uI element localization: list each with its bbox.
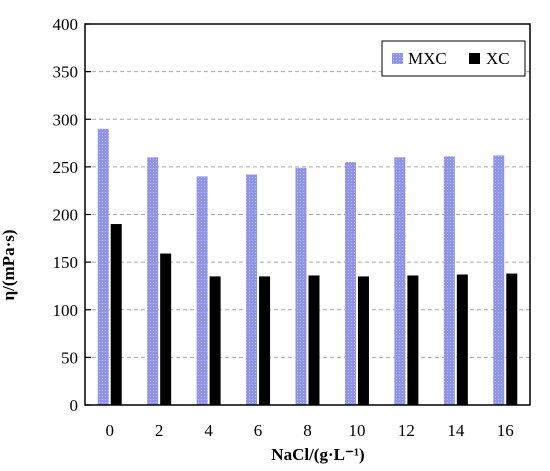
x-axis-label: NaCl/(g·L⁻¹) (271, 445, 364, 464)
legend-label-xc: XC (486, 49, 510, 68)
bar-xc (506, 273, 518, 405)
x-tick-label: 16 (497, 421, 514, 440)
bar-mxc (493, 155, 505, 405)
bar-xc (407, 275, 419, 405)
bar-mxc (196, 176, 208, 405)
y-tick-label: 100 (53, 301, 79, 320)
bar-xc (456, 274, 468, 405)
x-tick-label: 2 (155, 421, 164, 440)
x-tick-label: 4 (204, 421, 213, 440)
x-axis-ticks: 0 2 4 6 8 10 12 14 16 (105, 421, 513, 440)
bar-mxc (443, 156, 455, 405)
y-tick-label: 0 (70, 396, 79, 415)
x-tick-label: 10 (348, 421, 365, 440)
bar-xc (259, 276, 271, 405)
x-tick-label: 8 (303, 421, 312, 440)
legend-swatch-mxc (392, 53, 403, 64)
legend-swatch-xc (469, 53, 480, 64)
bars (97, 128, 518, 405)
legend: MXC XC (381, 40, 526, 77)
y-tick-label: 50 (61, 348, 78, 367)
bar-xc (160, 253, 172, 405)
bar-mxc (344, 162, 356, 405)
bar-mxc (394, 157, 406, 405)
y-tick-label: 400 (53, 15, 79, 34)
y-axis-ticks: 0 50 100 150 200 250 300 350 400 (53, 15, 91, 415)
y-tick-label: 150 (53, 253, 79, 272)
y-tick-label: 350 (53, 63, 79, 82)
x-tick-label: 0 (105, 421, 114, 440)
bar-xc (110, 224, 122, 405)
x-tick-label: 12 (398, 421, 415, 440)
bar-mxc (97, 128, 109, 405)
bar-xc (209, 276, 221, 405)
y-axis-label: η/(mPa·s) (0, 229, 18, 300)
legend-label-mxc: MXC (408, 49, 447, 68)
x-tick-label: 14 (447, 421, 465, 440)
legend-box (381, 40, 526, 77)
y-tick-label: 250 (53, 158, 79, 177)
bar-mxc (295, 167, 307, 405)
bar-xc (308, 275, 320, 405)
bar-mxc (246, 174, 258, 405)
y-tick-label: 300 (53, 110, 79, 129)
x-tick-label: 6 (254, 421, 263, 440)
y-tick-label: 200 (53, 206, 79, 225)
bar-xc (357, 276, 369, 405)
bar-mxc (147, 157, 159, 405)
